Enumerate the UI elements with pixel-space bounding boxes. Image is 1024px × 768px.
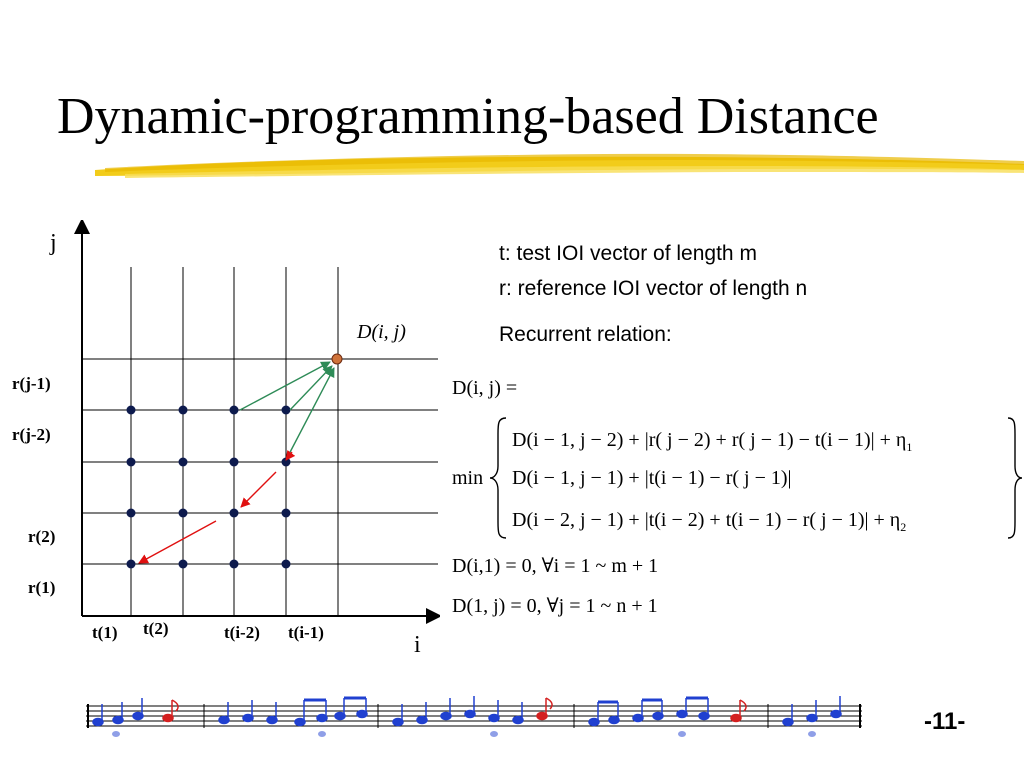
grid-dot [281,508,291,518]
grid-dot [281,405,291,415]
formula-init-row: D(1, j) = 0, ∀j = 1 ~ n + 1 [452,595,658,617]
grid-dot [178,508,188,518]
grid-dot [178,405,188,415]
formula-case-1: D(i − 1, j − 2) + |r( j − 2) + r( j − 1)… [512,428,912,459]
grid-dot [229,405,239,415]
grid-dot [178,559,188,569]
description-test-vector: t: test IOI vector of length m [499,242,757,265]
arrow-from-i2-j1 [239,361,331,411]
grid-dot [178,457,188,467]
formula-min: min [452,467,484,489]
green-transition-arrows [239,361,335,459]
formula-case-2: D(i − 1, j − 1) + |t(i − 1) − r( j − 1)| [512,467,792,489]
i-axis-label: i [414,632,421,658]
left-curly-brace [489,417,507,539]
grid-dot [126,508,136,518]
backtrack-arrow [138,520,217,564]
grid-dot [281,559,291,569]
row-label-r-2: r(2) [28,527,56,546]
target-cell-label: D(i, j) [357,321,406,343]
description-reference-vector: r: reference IOI vector of length n [499,277,808,300]
recurrent-relation-label: Recurrent relation: [499,323,672,346]
grid-dot [229,457,239,467]
formula-init-column: D(i,1) = 0, ∀i = 1 ~ m + 1 [452,555,659,577]
case-1-text: D(i − 1, j − 2) + |r( j − 2) + r( j − 1)… [512,429,907,451]
arrow-from-i1-j2 [286,367,335,459]
grid-dots [126,405,291,569]
slide-title: Dynamic-programming-based Distance [57,88,879,145]
target-cell-dot [331,353,343,365]
music-staff-decoration [86,696,862,737]
grid-dot [229,559,239,569]
dp-grid-diagram [74,220,440,624]
page-number: -11- [924,708,966,735]
j-axis-label: j [50,230,57,256]
right-curly-brace [1007,417,1023,539]
grid-dot [126,457,136,467]
eta-1-subscript: 1 [906,440,913,454]
grid-dot [126,559,136,569]
yellow-brush-underline [95,153,1024,178]
row-label-r-j-2: r(j-2) [12,425,51,444]
backtrack-arrow [285,450,296,461]
col-label-t-2: t(2) [143,619,169,638]
grid-dot [229,508,239,518]
backtrack-arrow [240,471,277,508]
col-label-t-i-1: t(i-1) [288,623,324,642]
red-backtrack-arrows [138,450,296,564]
grid-lines [82,267,438,616]
formula-case-3: D(i − 2, j − 1) + |t(i − 2) + t(i − 1) −… [512,508,906,539]
row-label-r-j-1: r(j-1) [12,374,51,393]
col-label-t-1: t(1) [92,623,118,642]
arrow-from-i1-j1 [289,365,333,411]
grid-dot [126,405,136,415]
formula-lhs: D(i, j) = [452,377,518,399]
music-notes [92,696,842,737]
row-label-r-1: r(1) [28,578,56,597]
col-label-t-i-2: t(i-2) [224,623,260,642]
eta-2-subscript: 2 [900,520,907,534]
case-3-text: D(i − 2, j − 1) + |t(i − 2) + t(i − 1) −… [512,509,901,531]
